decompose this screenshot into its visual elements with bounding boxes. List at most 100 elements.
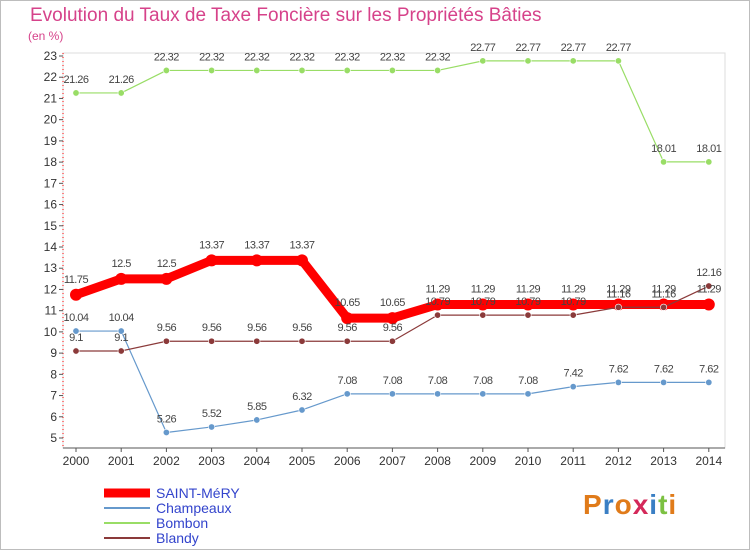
data-point bbox=[208, 66, 216, 74]
data-label: 13.37 bbox=[289, 239, 314, 251]
x-tick-label: 2005 bbox=[289, 454, 316, 468]
data-point bbox=[253, 416, 261, 424]
data-label: 7.08 bbox=[428, 375, 448, 387]
data-point bbox=[388, 66, 396, 74]
data-point bbox=[162, 66, 170, 74]
data-point bbox=[614, 303, 622, 311]
data-point bbox=[253, 337, 261, 345]
data-label: 7.62 bbox=[699, 363, 719, 375]
y-tick-label: 17 bbox=[44, 176, 58, 190]
x-tick-label: 2001 bbox=[108, 454, 135, 468]
data-label: 18.01 bbox=[651, 143, 676, 155]
data-label: 13.37 bbox=[199, 239, 224, 251]
data-label: 11.75 bbox=[64, 274, 89, 286]
y-tick-label: 22 bbox=[44, 70, 58, 84]
legend-label: Blandy bbox=[156, 530, 199, 546]
x-tick-label: 2007 bbox=[379, 454, 406, 468]
data-label: 7.62 bbox=[609, 363, 629, 375]
data-label: 11.16 bbox=[606, 288, 631, 300]
data-point bbox=[208, 423, 216, 431]
data-label: 22.32 bbox=[380, 51, 405, 63]
data-label: 11.29 bbox=[651, 284, 676, 296]
y-tick-label: 19 bbox=[44, 134, 58, 148]
data-label: 10.65 bbox=[335, 297, 360, 309]
data-point bbox=[205, 254, 218, 267]
data-point bbox=[479, 390, 487, 398]
data-point bbox=[524, 311, 532, 319]
data-point bbox=[253, 66, 261, 74]
data-label: 7.08 bbox=[337, 375, 357, 387]
data-point bbox=[162, 337, 170, 345]
data-label: 10.04 bbox=[63, 312, 88, 324]
data-label: 10.04 bbox=[109, 312, 134, 324]
data-point bbox=[296, 254, 308, 267]
data-label: 11.29 bbox=[606, 284, 631, 296]
data-point bbox=[569, 383, 577, 391]
data-point bbox=[72, 327, 80, 335]
chart-subtitle: (en %) bbox=[28, 29, 64, 43]
data-label: 21.26 bbox=[109, 74, 134, 86]
x-tick-label: 2004 bbox=[243, 454, 270, 468]
data-point bbox=[479, 57, 487, 65]
data-label: 22.32 bbox=[289, 51, 314, 63]
data-label: 22.77 bbox=[515, 42, 540, 54]
data-label: 9.56 bbox=[383, 322, 403, 334]
data-point bbox=[341, 312, 354, 325]
proxiti-logo: Proxiti bbox=[583, 489, 678, 520]
data-point bbox=[117, 327, 125, 335]
data-point bbox=[702, 298, 715, 311]
y-tick-label: 21 bbox=[44, 91, 58, 105]
data-point bbox=[660, 378, 668, 386]
data-label: 9.56 bbox=[292, 322, 312, 334]
x-tick-label: 2013 bbox=[650, 454, 677, 468]
y-tick-label: 10 bbox=[44, 325, 58, 339]
data-label: 10.79 bbox=[470, 296, 495, 308]
data-label: 7.62 bbox=[654, 363, 674, 375]
data-label: 7.08 bbox=[473, 375, 493, 387]
data-point bbox=[343, 66, 351, 74]
legend-label: Bombon bbox=[156, 515, 208, 531]
data-label: 7.08 bbox=[518, 375, 538, 387]
data-point bbox=[660, 158, 668, 166]
data-label: 22.32 bbox=[244, 51, 269, 63]
data-label: 12.5 bbox=[157, 258, 177, 270]
data-point bbox=[705, 282, 713, 290]
x-tick-label: 2002 bbox=[153, 454, 180, 468]
data-label: 12.5 bbox=[111, 258, 131, 270]
data-point bbox=[115, 272, 128, 285]
data-point bbox=[434, 390, 442, 398]
series-line-bombon bbox=[75, 60, 710, 163]
data-label: 22.32 bbox=[335, 51, 360, 63]
data-label: 11.29 bbox=[697, 284, 722, 296]
data-point bbox=[705, 378, 713, 386]
data-point bbox=[250, 254, 263, 267]
legend-label: SAINT-MéRY bbox=[156, 485, 240, 501]
data-point bbox=[343, 390, 351, 398]
chart-title: Evolution du Taux de Taxe Foncière sur l… bbox=[30, 5, 542, 26]
data-label: 10.79 bbox=[425, 296, 450, 308]
data-label: 9.56 bbox=[337, 322, 357, 334]
plot-area bbox=[62, 52, 726, 449]
y-tick-label: 13 bbox=[44, 261, 58, 275]
data-point bbox=[388, 390, 396, 398]
y-tick-label: 18 bbox=[44, 155, 58, 169]
data-point bbox=[614, 57, 622, 65]
data-label: 13.37 bbox=[244, 239, 269, 251]
data-label: 11.29 bbox=[561, 284, 586, 296]
data-point bbox=[388, 337, 396, 345]
data-label: 22.77 bbox=[561, 42, 586, 54]
data-point bbox=[298, 337, 306, 345]
y-tick-label: 20 bbox=[44, 113, 58, 127]
data-point bbox=[386, 312, 399, 325]
data-label: 22.32 bbox=[425, 51, 450, 63]
data-point bbox=[298, 406, 306, 414]
x-tick-label: 2003 bbox=[198, 454, 225, 468]
y-tick-label: 15 bbox=[44, 219, 58, 233]
data-point bbox=[72, 347, 80, 355]
data-label: 11.29 bbox=[425, 284, 450, 296]
data-point bbox=[476, 298, 489, 311]
data-label: 9.56 bbox=[247, 322, 267, 334]
y-tick-label: 6 bbox=[50, 410, 57, 424]
data-label: 10.79 bbox=[515, 296, 540, 308]
